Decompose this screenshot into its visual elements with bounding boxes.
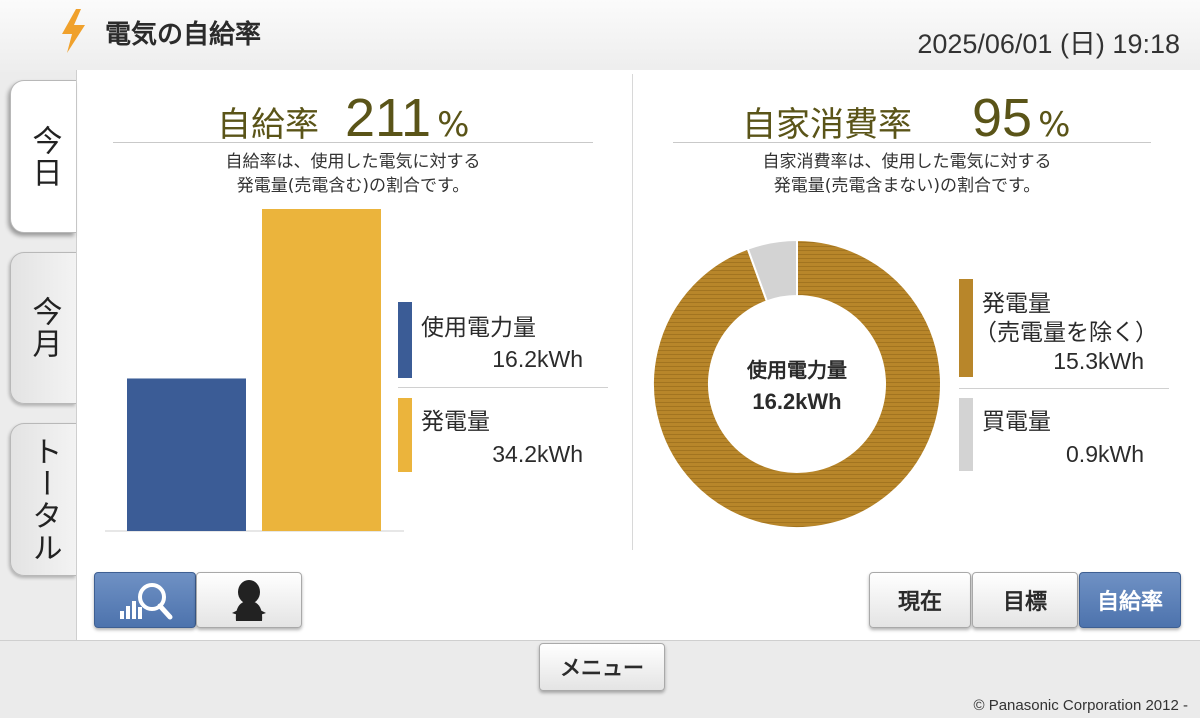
self-sufficiency-header: 自給率 211 % [217,87,470,148]
legend-separator [959,388,1169,389]
header-underline [113,142,593,143]
self-consumption-label: 自家消費率 [742,105,912,145]
tab-total[interactable]: トータル [10,423,76,576]
donut-chart [652,238,942,529]
character-icon [232,580,266,621]
datetime: 2025/06/01 (日) 19:18 [917,29,1180,59]
mode-button-target[interactable]: 目標 [972,572,1078,628]
donut-slice-generation-net [652,238,942,529]
copyright: © Panasonic Corporation 2012 - [973,697,1188,714]
legend-swatch-generation [398,398,412,472]
tab-today[interactable]: 今日 [10,80,76,233]
tab-today-label: 今日 [26,124,62,189]
legend-label-generation: 発電量 [421,409,490,435]
legend-label-generation-net: 発電量 [982,291,1051,317]
legend-separator [398,387,608,388]
header: 電気の自給率 2025/06/01 (日) 19:18 [0,0,1200,72]
legend-swatch-purchase [959,398,973,471]
page-title: 電気の自給率 [105,20,262,50]
self-sufficiency-unit: % [437,105,470,145]
donut-center-label: 使用電力量 [747,358,847,382]
self-consumption-value: 95 [972,88,1033,148]
tab-total-label: トータル [26,435,62,564]
character-view-button[interactable] [196,572,302,628]
main-panel: 自給率 211 % 自給率は、使用した電気に対する 発電量(売電含む)の割合です… [76,70,1200,640]
legend-label-usage: 使用電力量 [421,315,536,341]
legend-value-generation: 34.2kWh [492,441,583,467]
legend-value-purchase: 0.9kWh [1066,441,1144,467]
mode-button-self-sufficiency[interactable]: 自給率 [1079,572,1181,628]
self-sufficiency-description: 自給率は、使用した電気に対する 発電量(売電含む)の割合です。 [225,152,481,196]
mode-button-current[interactable]: 現在 [869,572,971,628]
footer-bar: メニュー © Panasonic Corporation 2012 - [0,640,1200,718]
legend-value-generation-net: 15.3kWh [1053,348,1144,374]
bar-chart [105,209,404,532]
legend-swatch-generation-net [959,279,973,377]
bar-generation [262,209,381,531]
tab-month-label: 今月 [26,296,62,360]
graph-magnifier-icon [120,583,173,620]
section-divider [632,74,633,550]
self-sufficiency-value: 211 [345,88,432,148]
self-consumption-header: 自家消費率 95 % [742,87,1071,148]
graph-view-button[interactable] [94,572,196,628]
legend-sublabel-generation-net: （売電量を除く） [974,320,1158,346]
self-sufficiency-label: 自給率 [217,105,319,145]
self-consumption-description: 自家消費率は、使用した電気に対する 発電量(売電含まない)の割合です。 [762,152,1052,196]
donut-center-text: 使用電力量 16.2kWh [717,354,877,415]
donut-slice-purchase [746,238,798,303]
legend-value-usage: 16.2kWh [492,346,583,372]
menu-button[interactable]: メニュー [539,643,665,691]
header-underline [673,142,1151,143]
donut-center-value: 16.2kWh [752,389,842,414]
legend-label-purchase: 買電量 [982,409,1051,435]
self-consumption-unit: % [1038,105,1071,145]
legend-swatch-usage [398,302,412,378]
tab-month[interactable]: 今月 [10,252,76,404]
lightning-icon [62,9,85,53]
bar-usage [127,378,246,531]
